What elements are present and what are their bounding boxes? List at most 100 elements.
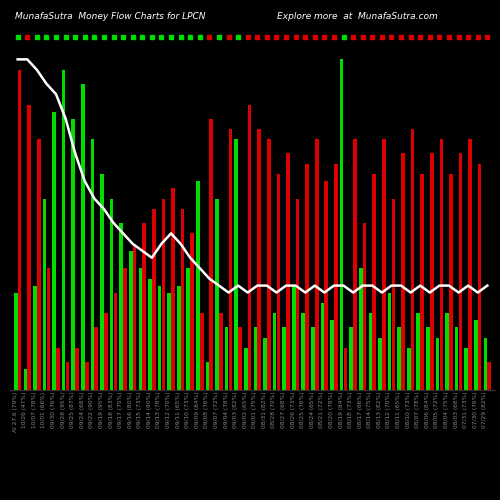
Bar	[474, 320, 478, 390]
Text: Explore more  at  MunafaSutra.com: Explore more at MunafaSutra.com	[277, 12, 438, 21]
Bar	[210, 118, 213, 390]
Bar	[382, 140, 386, 390]
Bar	[133, 244, 136, 390]
Bar	[90, 140, 94, 390]
Bar	[388, 292, 392, 390]
Bar	[81, 84, 84, 390]
Bar	[398, 328, 401, 390]
Bar	[180, 209, 184, 390]
Bar	[142, 223, 146, 390]
Bar	[344, 348, 347, 390]
Bar	[94, 328, 98, 390]
Bar	[196, 181, 200, 390]
Bar	[258, 129, 261, 390]
Bar	[219, 314, 222, 390]
Bar	[206, 362, 210, 390]
Bar	[46, 268, 50, 390]
Bar	[306, 164, 309, 390]
Bar	[76, 348, 79, 390]
Bar	[392, 198, 395, 390]
Bar	[282, 328, 286, 390]
Bar	[248, 104, 252, 390]
Bar	[353, 140, 357, 390]
Bar	[14, 292, 18, 390]
Bar	[177, 286, 180, 390]
Bar	[363, 223, 366, 390]
Bar	[440, 140, 443, 390]
Bar	[449, 174, 452, 390]
Bar	[446, 314, 449, 390]
Bar	[162, 198, 165, 390]
Bar	[129, 251, 132, 390]
Bar	[215, 198, 219, 390]
Bar	[488, 362, 491, 390]
Bar	[190, 234, 194, 390]
Bar	[158, 286, 162, 390]
Bar	[114, 292, 117, 390]
Bar	[430, 154, 434, 390]
Bar	[168, 292, 171, 390]
Bar	[359, 268, 362, 390]
Bar	[263, 338, 267, 390]
Bar	[138, 268, 142, 390]
Bar	[72, 118, 75, 390]
Bar	[120, 223, 123, 390]
Bar	[267, 140, 270, 390]
Bar	[458, 154, 462, 390]
Bar	[324, 181, 328, 390]
Bar	[18, 70, 22, 390]
Bar	[340, 60, 344, 390]
Bar	[315, 140, 318, 390]
Bar	[225, 328, 228, 390]
Bar	[464, 348, 468, 390]
Bar	[200, 314, 203, 390]
Text: MunafaSutra  Money Flow Charts for LPCN: MunafaSutra Money Flow Charts for LPCN	[15, 12, 206, 21]
Bar	[350, 328, 353, 390]
Bar	[286, 154, 290, 390]
Bar	[24, 369, 27, 390]
Bar	[104, 314, 108, 390]
Bar	[123, 268, 127, 390]
Bar	[228, 129, 232, 390]
Bar	[100, 174, 104, 390]
Bar	[238, 328, 242, 390]
Bar	[416, 314, 420, 390]
Bar	[292, 286, 296, 390]
Bar	[311, 328, 314, 390]
Bar	[171, 188, 175, 390]
Bar	[320, 303, 324, 390]
Bar	[296, 198, 300, 390]
Bar	[186, 268, 190, 390]
Bar	[468, 140, 472, 390]
Bar	[148, 278, 152, 390]
Bar	[302, 314, 305, 390]
Bar	[110, 198, 114, 390]
Bar	[372, 174, 376, 390]
Bar	[52, 112, 56, 390]
Bar	[436, 338, 440, 390]
Bar	[234, 140, 238, 390]
Bar	[37, 140, 40, 390]
Bar	[455, 328, 458, 390]
Bar	[401, 154, 405, 390]
Bar	[152, 209, 156, 390]
Bar	[334, 164, 338, 390]
Bar	[62, 70, 66, 390]
Bar	[410, 129, 414, 390]
Bar	[254, 328, 257, 390]
Bar	[330, 320, 334, 390]
Bar	[407, 348, 410, 390]
Bar	[56, 348, 59, 390]
Bar	[66, 362, 70, 390]
Bar	[42, 198, 46, 390]
Bar	[478, 164, 482, 390]
Bar	[276, 174, 280, 390]
Bar	[484, 338, 487, 390]
Bar	[244, 348, 248, 390]
Bar	[85, 362, 88, 390]
Bar	[378, 338, 382, 390]
Bar	[33, 286, 36, 390]
Bar	[426, 328, 430, 390]
Bar	[420, 174, 424, 390]
Bar	[368, 314, 372, 390]
